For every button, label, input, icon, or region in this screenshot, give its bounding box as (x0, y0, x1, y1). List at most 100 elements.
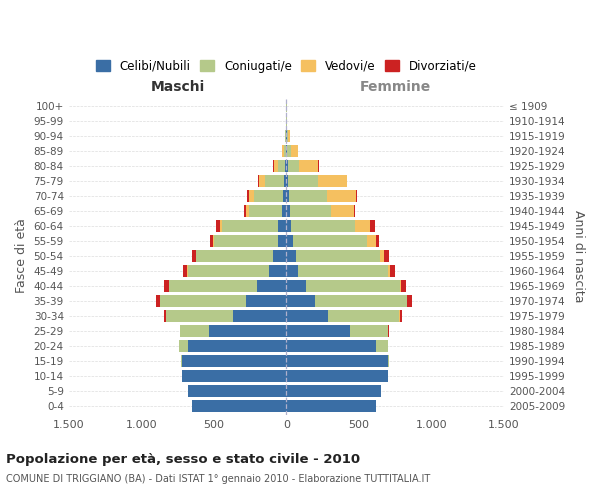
Bar (286, 160, 288, 172)
Bar (286, 190, 289, 202)
Bar (354, 205, 355, 217)
Bar (298, 265, 388, 277)
Bar (356, 190, 358, 202)
Bar (380, 250, 384, 262)
Bar (355, 220, 370, 232)
Bar (286, 265, 298, 277)
Bar (285, 130, 286, 141)
Bar (274, 160, 278, 172)
Bar (278, 160, 285, 172)
Bar (286, 250, 296, 262)
Bar (220, 220, 222, 232)
Bar (388, 355, 389, 367)
Bar (282, 145, 284, 157)
Bar (376, 340, 388, 352)
Bar (292, 220, 355, 232)
Bar (278, 220, 286, 232)
Bar (192, 250, 196, 262)
Bar (367, 235, 376, 247)
Bar (269, 265, 286, 277)
Bar (290, 145, 298, 157)
Bar (384, 250, 389, 262)
Bar (213, 235, 214, 247)
Bar (181, 325, 209, 337)
Bar (286, 235, 293, 247)
Bar (179, 325, 181, 337)
Bar (388, 325, 389, 337)
Bar (233, 310, 286, 322)
Bar (244, 205, 245, 217)
Bar (265, 175, 284, 187)
Bar (390, 265, 395, 277)
Text: Maschi: Maschi (151, 80, 205, 94)
Bar (286, 370, 388, 382)
Text: Femmine: Femmine (359, 80, 431, 94)
Bar (289, 190, 327, 202)
Bar (306, 280, 400, 292)
Bar (258, 175, 259, 187)
Bar (388, 265, 390, 277)
Bar (289, 175, 317, 187)
Bar (282, 205, 286, 217)
Bar (273, 250, 286, 262)
Bar (278, 235, 286, 247)
Bar (286, 325, 350, 337)
Bar (287, 145, 290, 157)
Bar (286, 340, 376, 352)
Bar (214, 235, 278, 247)
Text: COMUNE DI TRIGGIANO (BA) - Dati ISTAT 1° gennaio 2010 - Elaborazione TUTTITALIA.: COMUNE DI TRIGGIANO (BA) - Dati ISTAT 1°… (6, 474, 430, 484)
Bar (327, 190, 356, 202)
Bar (286, 355, 388, 367)
Bar (331, 205, 354, 217)
Bar (299, 160, 318, 172)
Bar (164, 310, 166, 322)
Bar (164, 280, 169, 292)
Bar (328, 310, 400, 322)
Bar (183, 265, 187, 277)
Bar (286, 220, 292, 232)
Bar (288, 130, 290, 141)
Bar (287, 130, 288, 141)
Bar (216, 220, 220, 232)
Bar (247, 190, 248, 202)
Bar (188, 265, 269, 277)
Bar (286, 280, 306, 292)
Bar (181, 355, 182, 367)
Bar (157, 295, 160, 307)
Bar (290, 205, 331, 217)
Bar (169, 280, 257, 292)
Bar (407, 295, 412, 307)
Y-axis label: Anni di nascita: Anni di nascita (572, 210, 585, 302)
Bar (286, 400, 376, 412)
Bar (370, 220, 375, 232)
Bar (209, 325, 286, 337)
Bar (222, 220, 278, 232)
Bar (288, 160, 299, 172)
Bar (179, 340, 188, 352)
Bar (316, 295, 407, 307)
Bar (245, 205, 248, 217)
Bar (284, 175, 286, 187)
Bar (196, 250, 273, 262)
Bar (257, 280, 286, 292)
Bar (286, 205, 290, 217)
Y-axis label: Fasce di età: Fasce di età (15, 218, 28, 294)
Bar (317, 175, 347, 187)
Bar (283, 190, 286, 202)
Bar (286, 175, 289, 187)
Text: Popolazione per età, sesso e stato civile - 2010: Popolazione per età, sesso e stato civil… (6, 452, 360, 466)
Bar (259, 175, 265, 187)
Bar (245, 295, 286, 307)
Bar (296, 250, 380, 262)
Bar (188, 386, 286, 397)
Bar (376, 235, 379, 247)
Bar (160, 295, 245, 307)
Bar (182, 355, 286, 367)
Bar (254, 190, 283, 202)
Bar (188, 340, 286, 352)
Bar (350, 325, 388, 337)
Bar (248, 190, 254, 202)
Bar (248, 205, 282, 217)
Bar (192, 400, 286, 412)
Bar (400, 280, 401, 292)
